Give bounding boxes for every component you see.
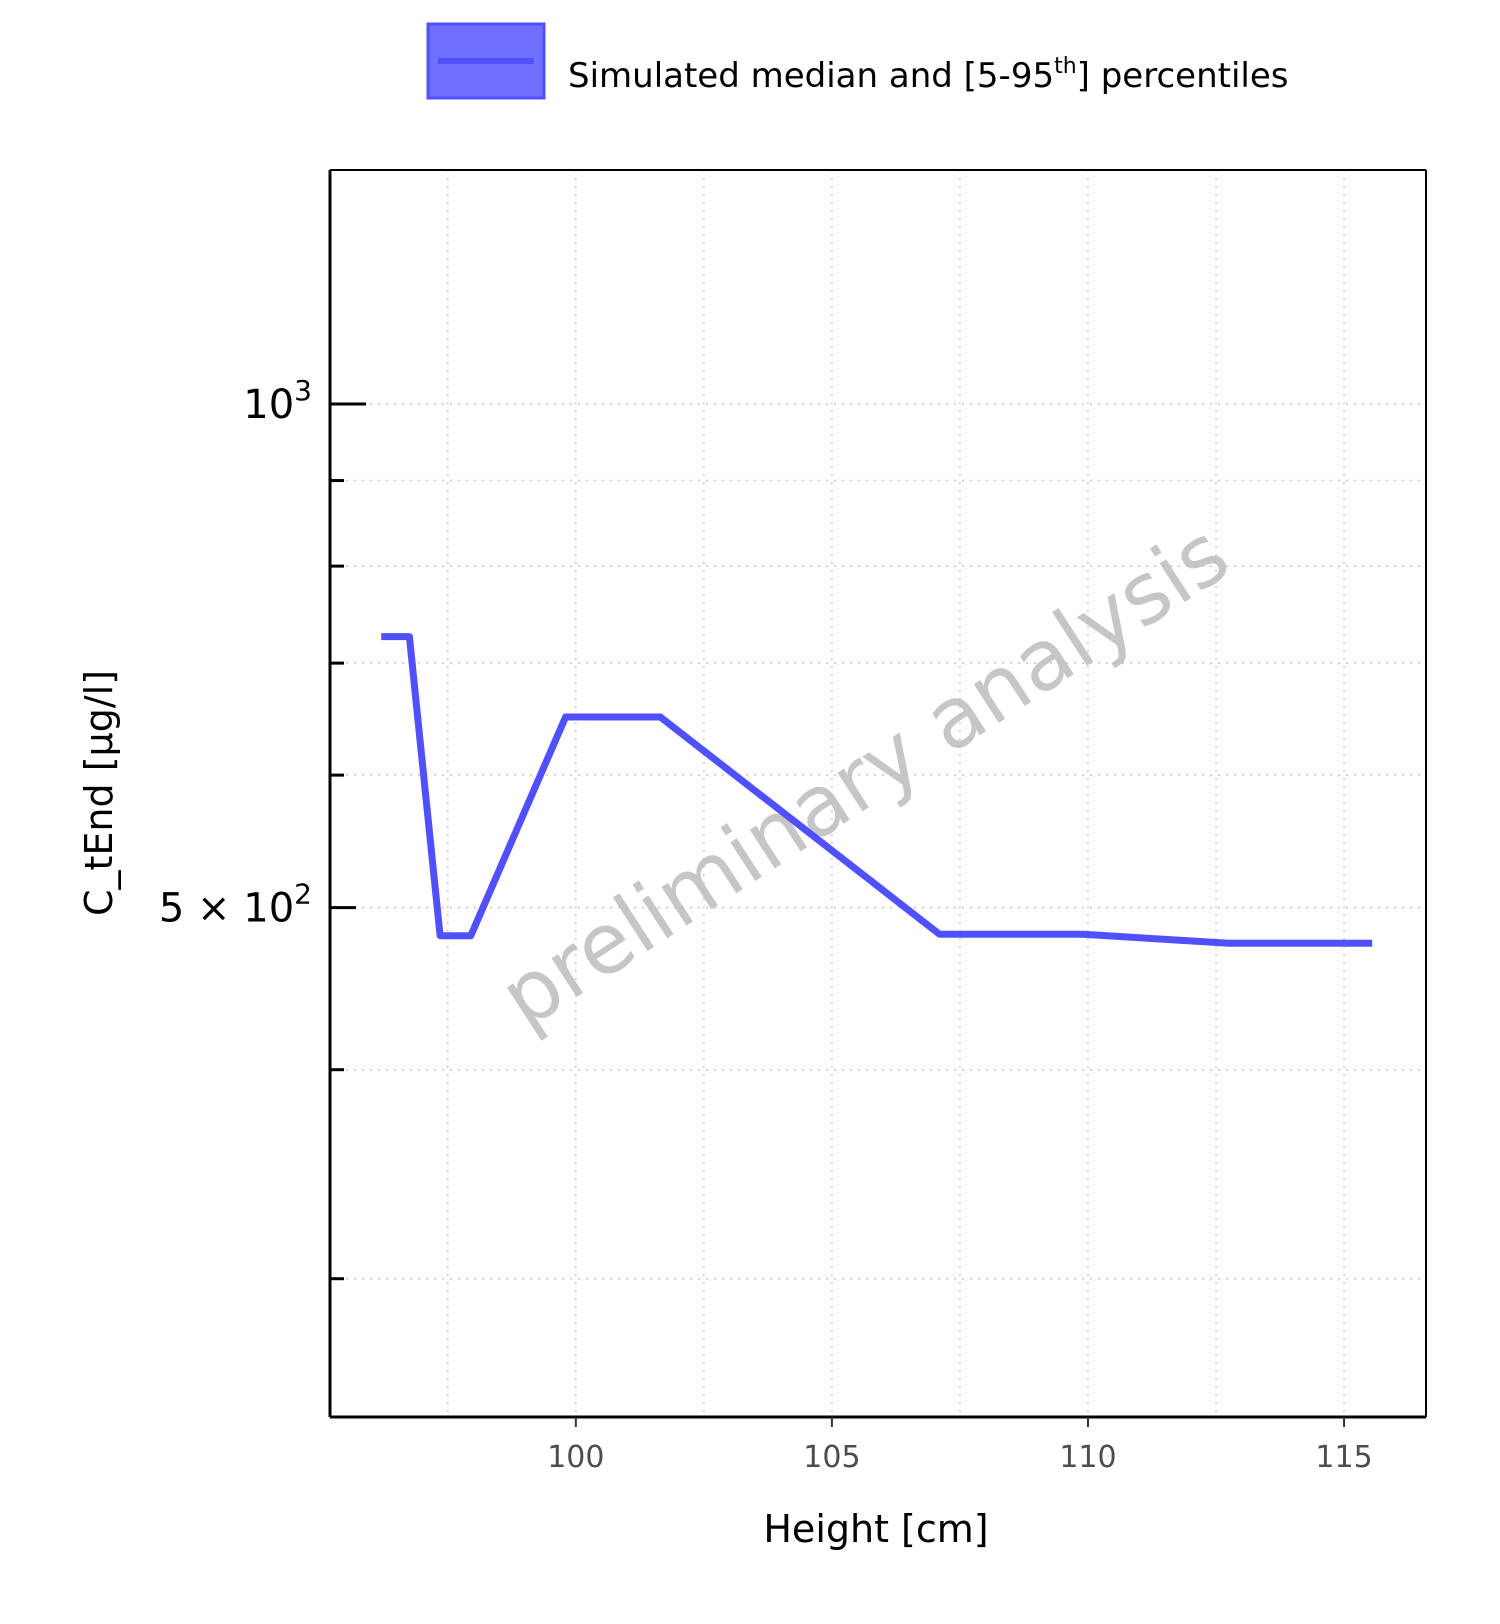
series-line-median: [381, 633, 1373, 947]
legend-label: Simulated median and [5-95th] percentile…: [568, 54, 1288, 96]
series-layer: [381, 633, 1373, 947]
plot-frame: [328, 169, 1427, 1419]
x-axis-title: Height [cm]: [763, 1507, 988, 1551]
y-tick-label: 5 × 102: [159, 878, 312, 932]
legend-label-sup: th: [1054, 54, 1077, 79]
x-tick-label: 110: [1059, 1440, 1116, 1475]
x-tick-label: 100: [547, 1440, 604, 1475]
x-axis-ticks: 100 105 110 115: [547, 1417, 1373, 1475]
y-axis-ticks: 103 5 × 102: [159, 374, 366, 1281]
legend-label-after: ] percentiles: [1077, 56, 1289, 96]
x-tick-label: 115: [1315, 1440, 1372, 1475]
y-axis-title: C_tEnd [µg/l]: [77, 670, 121, 916]
x-tick-label: 105: [803, 1440, 860, 1475]
legend-label-main: Simulated median and [5-95: [568, 56, 1054, 96]
legend: Simulated median and [5-95th] percentile…: [426, 22, 1288, 100]
grid: [330, 170, 1426, 1417]
y-tick-label: 103: [243, 374, 312, 428]
